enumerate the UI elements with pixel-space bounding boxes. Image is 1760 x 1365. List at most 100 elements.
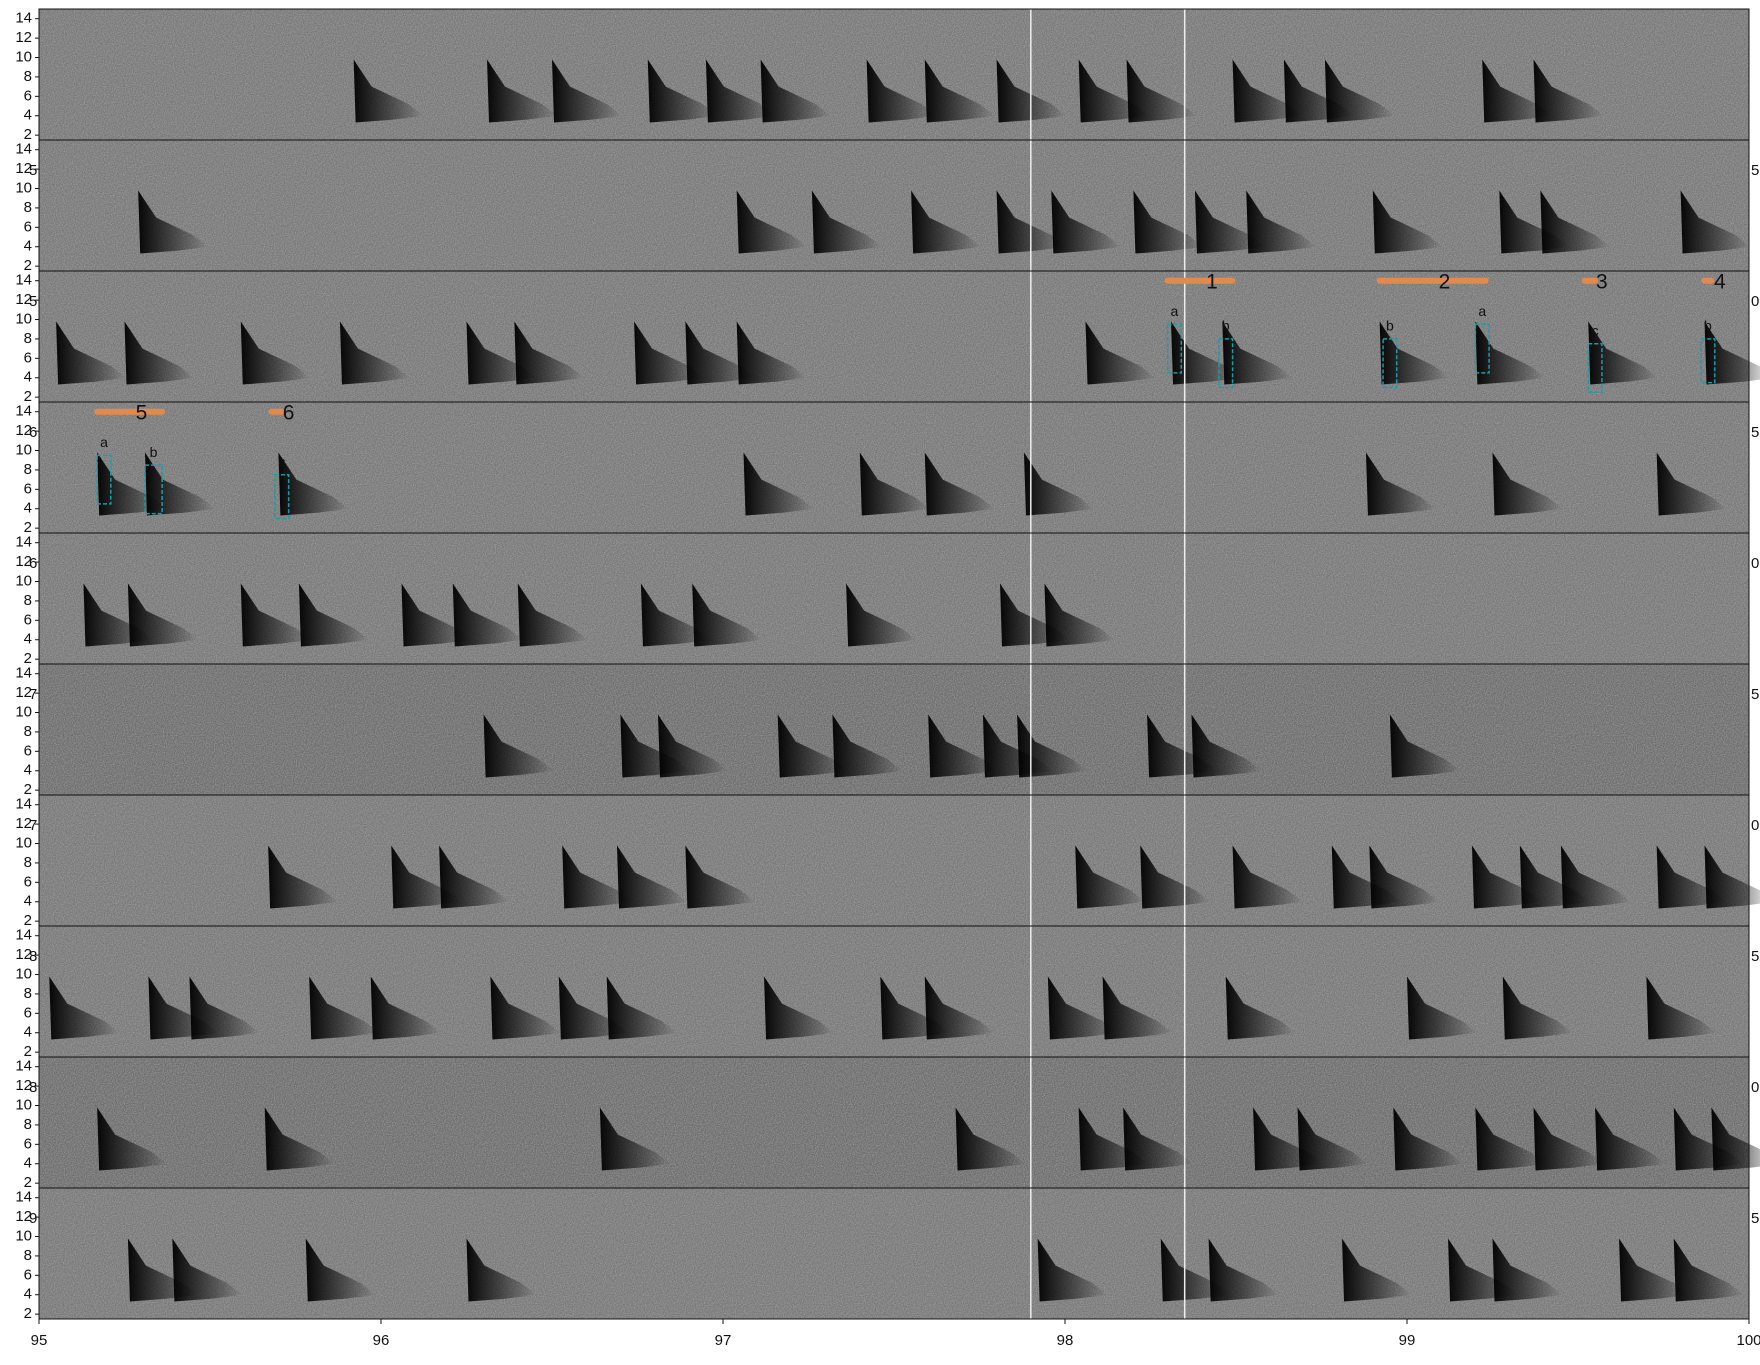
- selection-box: [144, 464, 163, 515]
- syllable: [1704, 321, 1760, 385]
- row-label-right: 0: [1751, 555, 1759, 572]
- y-tick-label: 8: [24, 985, 32, 1002]
- syllable: [370, 976, 441, 1040]
- segment-label: 6: [283, 401, 295, 424]
- syllable: [298, 583, 369, 647]
- y-tick-label: 6: [24, 218, 32, 235]
- syllable: [1126, 59, 1197, 123]
- y-tick-label: 10: [15, 965, 32, 982]
- y-tick-label: 10: [15, 1096, 32, 1113]
- row-frame: [38, 1187, 1750, 1320]
- selection-box: [1382, 338, 1398, 389]
- y-tick-label: 6: [24, 1266, 32, 1283]
- syllable: [685, 845, 756, 909]
- y-tick-label: 14: [15, 141, 32, 158]
- y-tick-label: 10: [15, 48, 32, 65]
- segment-label: 5: [136, 401, 148, 424]
- selection-box: [1700, 338, 1716, 384]
- row-syllables: [268, 845, 1760, 909]
- syllable: [1656, 452, 1727, 516]
- box-label: c: [278, 453, 285, 469]
- row-label-left: 7: [29, 686, 37, 703]
- box-label: b: [150, 444, 158, 460]
- syllable: [1232, 59, 1303, 123]
- syllable: [832, 714, 903, 778]
- y-tick-label: 10: [15, 441, 32, 458]
- row-label-right: 5: [1751, 1210, 1759, 1227]
- syllable: [760, 59, 831, 123]
- x-tick-label: 98: [1057, 1332, 1074, 1349]
- syllable: [240, 583, 311, 647]
- y-tick-label: 12: [15, 291, 32, 308]
- syllable: [996, 59, 1067, 123]
- syllable: [1044, 583, 1115, 647]
- syllable: [490, 976, 561, 1040]
- syllable: [647, 59, 718, 123]
- y-tick-label: 6: [24, 480, 32, 497]
- row-noise: [39, 1188, 1749, 1319]
- y-tick-label: 2: [24, 1043, 32, 1060]
- row-syllables: [97, 452, 1727, 516]
- syllable: [1680, 190, 1751, 254]
- syllable: [127, 583, 198, 647]
- syllable: [736, 321, 807, 385]
- y-tick-label: 10: [15, 310, 32, 327]
- syllable: [1023, 452, 1094, 516]
- row-label-right: 5: [1751, 424, 1759, 441]
- y-tick-label: 2: [24, 650, 32, 667]
- row-label-left: 8: [29, 1079, 37, 1096]
- y-tick-label: 6: [24, 87, 32, 104]
- syllable: [1482, 59, 1553, 123]
- syllable: [1140, 845, 1211, 909]
- row-syllables: [353, 59, 1604, 123]
- selection-box: [1218, 338, 1234, 389]
- syllable: [439, 845, 510, 909]
- syllable: [264, 1107, 335, 1171]
- syllable: [1389, 714, 1460, 778]
- syllable: [1102, 976, 1173, 1040]
- syllable: [562, 845, 633, 909]
- syllable: [1475, 1107, 1546, 1171]
- syllable: [616, 845, 687, 909]
- y-tick-label: 2: [24, 257, 32, 274]
- syllable: [859, 452, 930, 516]
- syllable: [1673, 1238, 1744, 1302]
- y-tick-label: 12: [15, 815, 32, 832]
- syllable: [1342, 1238, 1413, 1302]
- y-tick-label: 10: [15, 703, 32, 720]
- y-tick-label: 8: [24, 592, 32, 609]
- syllable: [1393, 1107, 1464, 1171]
- segment-label: 2: [1439, 270, 1451, 293]
- syllable: [1540, 190, 1611, 254]
- syllable: [189, 976, 260, 1040]
- syllable: [658, 714, 729, 778]
- y-tick-label: 8: [24, 1247, 32, 1264]
- y-tick-label: 6: [24, 349, 32, 366]
- syllable: [705, 59, 776, 123]
- syllable: [1232, 845, 1303, 909]
- y-tick-label: 12: [15, 1208, 32, 1225]
- segment-label: 4: [1714, 270, 1726, 293]
- box-label: c: [1592, 322, 1599, 338]
- y-tick-label: 4: [24, 631, 32, 648]
- syllable: [483, 714, 554, 778]
- row-syllables: [138, 190, 1751, 254]
- syllable: [1123, 1107, 1194, 1171]
- y-tick-label: 12: [15, 422, 32, 439]
- syllable: [1225, 976, 1296, 1040]
- syllable: [278, 452, 349, 516]
- syllable: [1297, 1107, 1368, 1171]
- syllable: [736, 190, 807, 254]
- y-tick-label: 12: [15, 684, 32, 701]
- syllable: [487, 59, 558, 123]
- syllable: [1588, 321, 1659, 385]
- y-tick-label: 2: [24, 388, 32, 405]
- row-label-left: 5: [29, 293, 37, 310]
- syllable: [1407, 976, 1477, 1040]
- syllable: [240, 321, 311, 385]
- syllable: [1372, 190, 1443, 254]
- y-tick-label: 10: [15, 572, 32, 589]
- syllable: [339, 321, 410, 385]
